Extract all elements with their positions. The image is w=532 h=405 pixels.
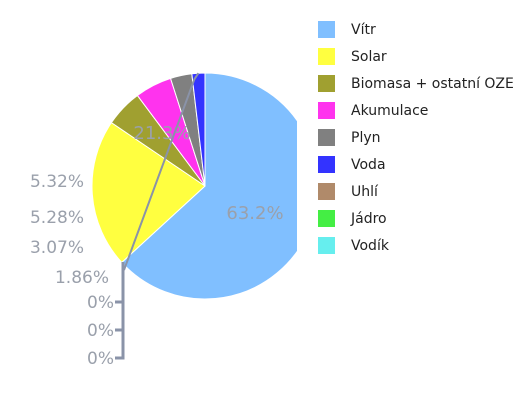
legend-item-uhli[interactable]: Uhlí — [318, 178, 528, 205]
legend-label: Vítr — [351, 21, 376, 38]
legend-swatch — [318, 210, 335, 227]
legend: Vítr Solar Biomasa + ostatní OZE Akumula… — [318, 16, 528, 259]
legend-swatch — [318, 183, 335, 200]
pie-slice-solar[interactable] — [91, 121, 206, 264]
legend-label: Jádro — [351, 210, 387, 227]
data-label: 3.07% — [30, 238, 84, 258]
legend-label: Solar — [351, 48, 387, 65]
zero-values-bracket — [115, 262, 125, 360]
data-label: 21.3% — [133, 123, 190, 144]
data-label: 5.28% — [30, 208, 84, 228]
legend-item-voda[interactable]: Voda — [318, 151, 528, 178]
leader-line — [123, 72, 200, 271]
legend-swatch — [318, 156, 335, 173]
legend-swatch — [318, 129, 335, 146]
legend-item-biomasa[interactable]: Biomasa + ostatní OZE — [318, 70, 528, 97]
legend-label: Plyn — [351, 129, 381, 146]
pie-slices — [91, 72, 318, 300]
legend-swatch — [318, 48, 335, 65]
legend-label: Akumulace — [351, 102, 429, 119]
legend-item-vitr[interactable]: Vítr — [318, 16, 528, 43]
legend-label: Vodík — [351, 237, 389, 254]
data-label: 1.86% — [55, 268, 109, 288]
legend-item-vodik[interactable]: Vodík — [318, 232, 528, 259]
data-label: 0% — [87, 349, 114, 369]
legend-label: Uhlí — [351, 183, 378, 200]
legend-item-akumulace[interactable]: Akumulace — [318, 97, 528, 124]
legend-item-plyn[interactable]: Plyn — [318, 124, 528, 151]
legend-item-jadro[interactable]: Jádro — [318, 205, 528, 232]
data-label: 0% — [87, 293, 114, 313]
legend-label: Voda — [351, 156, 386, 173]
data-label: 0% — [87, 321, 114, 341]
data-label: 5.32% — [30, 172, 84, 192]
legend-swatch — [318, 21, 335, 38]
pie-slice-voda[interactable] — [191, 72, 206, 187]
legend-label: Biomasa + ostatní OZE — [351, 75, 514, 92]
legend-swatch — [318, 75, 335, 92]
data-label: 63.2% — [226, 203, 283, 224]
legend-item-solar[interactable]: Solar — [318, 43, 528, 70]
pie-slice-v-tr[interactable] — [121, 72, 318, 300]
legend-swatch — [318, 237, 335, 254]
legend-swatch — [318, 102, 335, 119]
